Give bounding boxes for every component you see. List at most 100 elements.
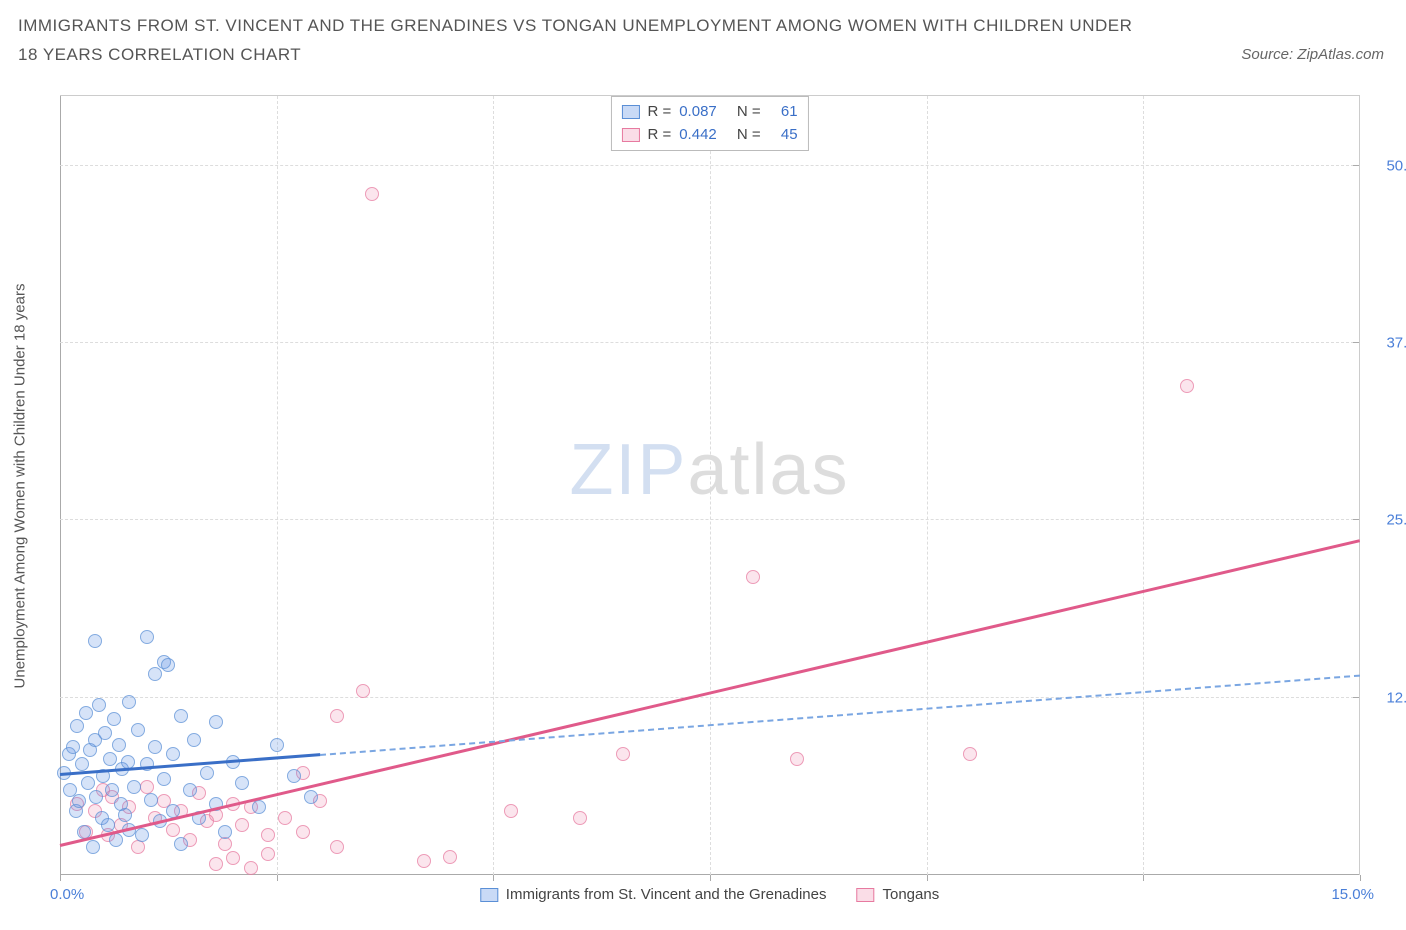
scatter-point-b — [209, 857, 223, 871]
legend-swatch-b — [857, 888, 875, 902]
scatter-point-a — [161, 658, 175, 672]
scatter-point-a — [98, 726, 112, 740]
scatter-point-a — [105, 783, 119, 797]
scatter-point-a — [135, 828, 149, 842]
gridline-v — [710, 96, 711, 875]
scatter-point-a — [75, 757, 89, 771]
x-tick — [60, 875, 61, 881]
scatter-point-a — [127, 780, 141, 794]
x-tick — [493, 875, 494, 881]
plot-area: ZIPatlas 12.5%25.0%37.5%50.0% — [60, 96, 1359, 875]
y-tick — [1353, 342, 1359, 343]
scatter-point-b — [356, 684, 370, 698]
scatter-point-a — [122, 695, 136, 709]
stats-n-label-a: N = — [737, 101, 761, 124]
scatter-point-a — [92, 698, 106, 712]
y-tick-label: 25.0% — [1369, 512, 1406, 529]
scatter-point-a — [252, 800, 266, 814]
x-max-label: 15.0% — [1331, 886, 1374, 903]
scatter-point-b — [166, 823, 180, 837]
y-axis-title: Unemployment Among Women with Children U… — [12, 283, 29, 688]
scatter-point-a — [200, 766, 214, 780]
y-tick-label: 37.5% — [1369, 335, 1406, 352]
scatter-point-b — [963, 747, 977, 761]
chart-title: IMMIGRANTS FROM ST. VINCENT AND THE GREN… — [18, 12, 1138, 70]
scatter-point-b — [330, 709, 344, 723]
scatter-point-b — [1180, 379, 1194, 393]
scatter-point-b — [261, 847, 275, 861]
watermark-atlas: atlas — [687, 430, 849, 510]
scatter-point-b — [573, 811, 587, 825]
scatter-point-b — [616, 747, 630, 761]
y-tick — [1353, 165, 1359, 166]
scatter-point-b — [504, 804, 518, 818]
scatter-point-b — [261, 828, 275, 842]
source-label: Source: — [1241, 46, 1293, 63]
y-tick — [1353, 519, 1359, 520]
x-tick — [1360, 875, 1361, 881]
scatter-point-a — [166, 747, 180, 761]
trendline-a-solid — [60, 753, 320, 776]
gridline-v — [1143, 96, 1144, 875]
source-name: ZipAtlas.com — [1297, 46, 1384, 63]
scatter-point-a — [118, 808, 132, 822]
scatter-point-a — [183, 783, 197, 797]
legend-label-b: Tongans — [883, 886, 940, 903]
stats-r-label-b: R = — [647, 124, 671, 147]
scatter-point-a — [235, 776, 249, 790]
scatter-point-a — [140, 630, 154, 644]
legend-item-a: Immigrants from St. Vincent and the Gren… — [480, 886, 827, 903]
source-attribution: Source: ZipAtlas.com — [1241, 46, 1384, 63]
scatter-point-a — [101, 818, 115, 832]
scatter-point-a — [79, 706, 93, 720]
scatter-point-a — [287, 769, 301, 783]
scatter-point-b — [746, 570, 760, 584]
scatter-point-a — [66, 740, 80, 754]
swatch-series-b — [621, 128, 639, 142]
y-tick — [1353, 697, 1359, 698]
stats-r-value-a: 0.087 — [679, 101, 717, 124]
x-tick — [710, 875, 711, 881]
x-tick — [277, 875, 278, 881]
stats-n-value-b: 45 — [781, 124, 798, 147]
scatter-point-a — [86, 840, 100, 854]
stats-row-a: R = 0.087 N = 61 — [621, 101, 797, 124]
stats-row-b: R = 0.442 N = 45 — [621, 124, 797, 147]
scatter-point-a — [157, 772, 171, 786]
scatter-point-a — [209, 715, 223, 729]
scatter-point-b — [443, 850, 457, 864]
x-tick — [927, 875, 928, 881]
chart-area: ZIPatlas 12.5%25.0%37.5%50.0% Unemployme… — [60, 95, 1360, 875]
scatter-point-a — [270, 738, 284, 752]
scatter-point-b — [365, 187, 379, 201]
legend-swatch-a — [480, 888, 498, 902]
scatter-point-a — [112, 738, 126, 752]
stats-r-value-b: 0.442 — [679, 124, 717, 147]
y-tick-label: 50.0% — [1369, 157, 1406, 174]
scatter-point-a — [107, 712, 121, 726]
legend-label-a: Immigrants from St. Vincent and the Gren… — [506, 886, 827, 903]
scatter-point-b — [790, 752, 804, 766]
stats-n-label-b: N = — [737, 124, 761, 147]
gridline-v — [927, 96, 928, 875]
scatter-point-a — [148, 667, 162, 681]
x-origin-label: 0.0% — [50, 886, 84, 903]
scatter-point-a — [174, 709, 188, 723]
swatch-series-a — [621, 105, 639, 119]
scatter-point-b — [226, 851, 240, 865]
scatter-point-b — [235, 818, 249, 832]
scatter-point-a — [70, 719, 84, 733]
scatter-point-a — [187, 733, 201, 747]
stats-box: R = 0.087 N = 61 R = 0.442 N = 45 — [610, 96, 808, 151]
scatter-point-a — [304, 790, 318, 804]
gridline-v — [493, 96, 494, 875]
bottom-legend: Immigrants from St. Vincent and the Gren… — [480, 886, 939, 903]
scatter-point-a — [89, 790, 103, 804]
y-axis — [60, 96, 61, 875]
stats-n-value-a: 61 — [781, 101, 798, 124]
scatter-point-a — [131, 723, 145, 737]
watermark-zip: ZIP — [569, 430, 687, 510]
y-tick-label: 12.5% — [1369, 689, 1406, 706]
scatter-point-a — [144, 793, 158, 807]
stats-r-label-a: R = — [647, 101, 671, 124]
